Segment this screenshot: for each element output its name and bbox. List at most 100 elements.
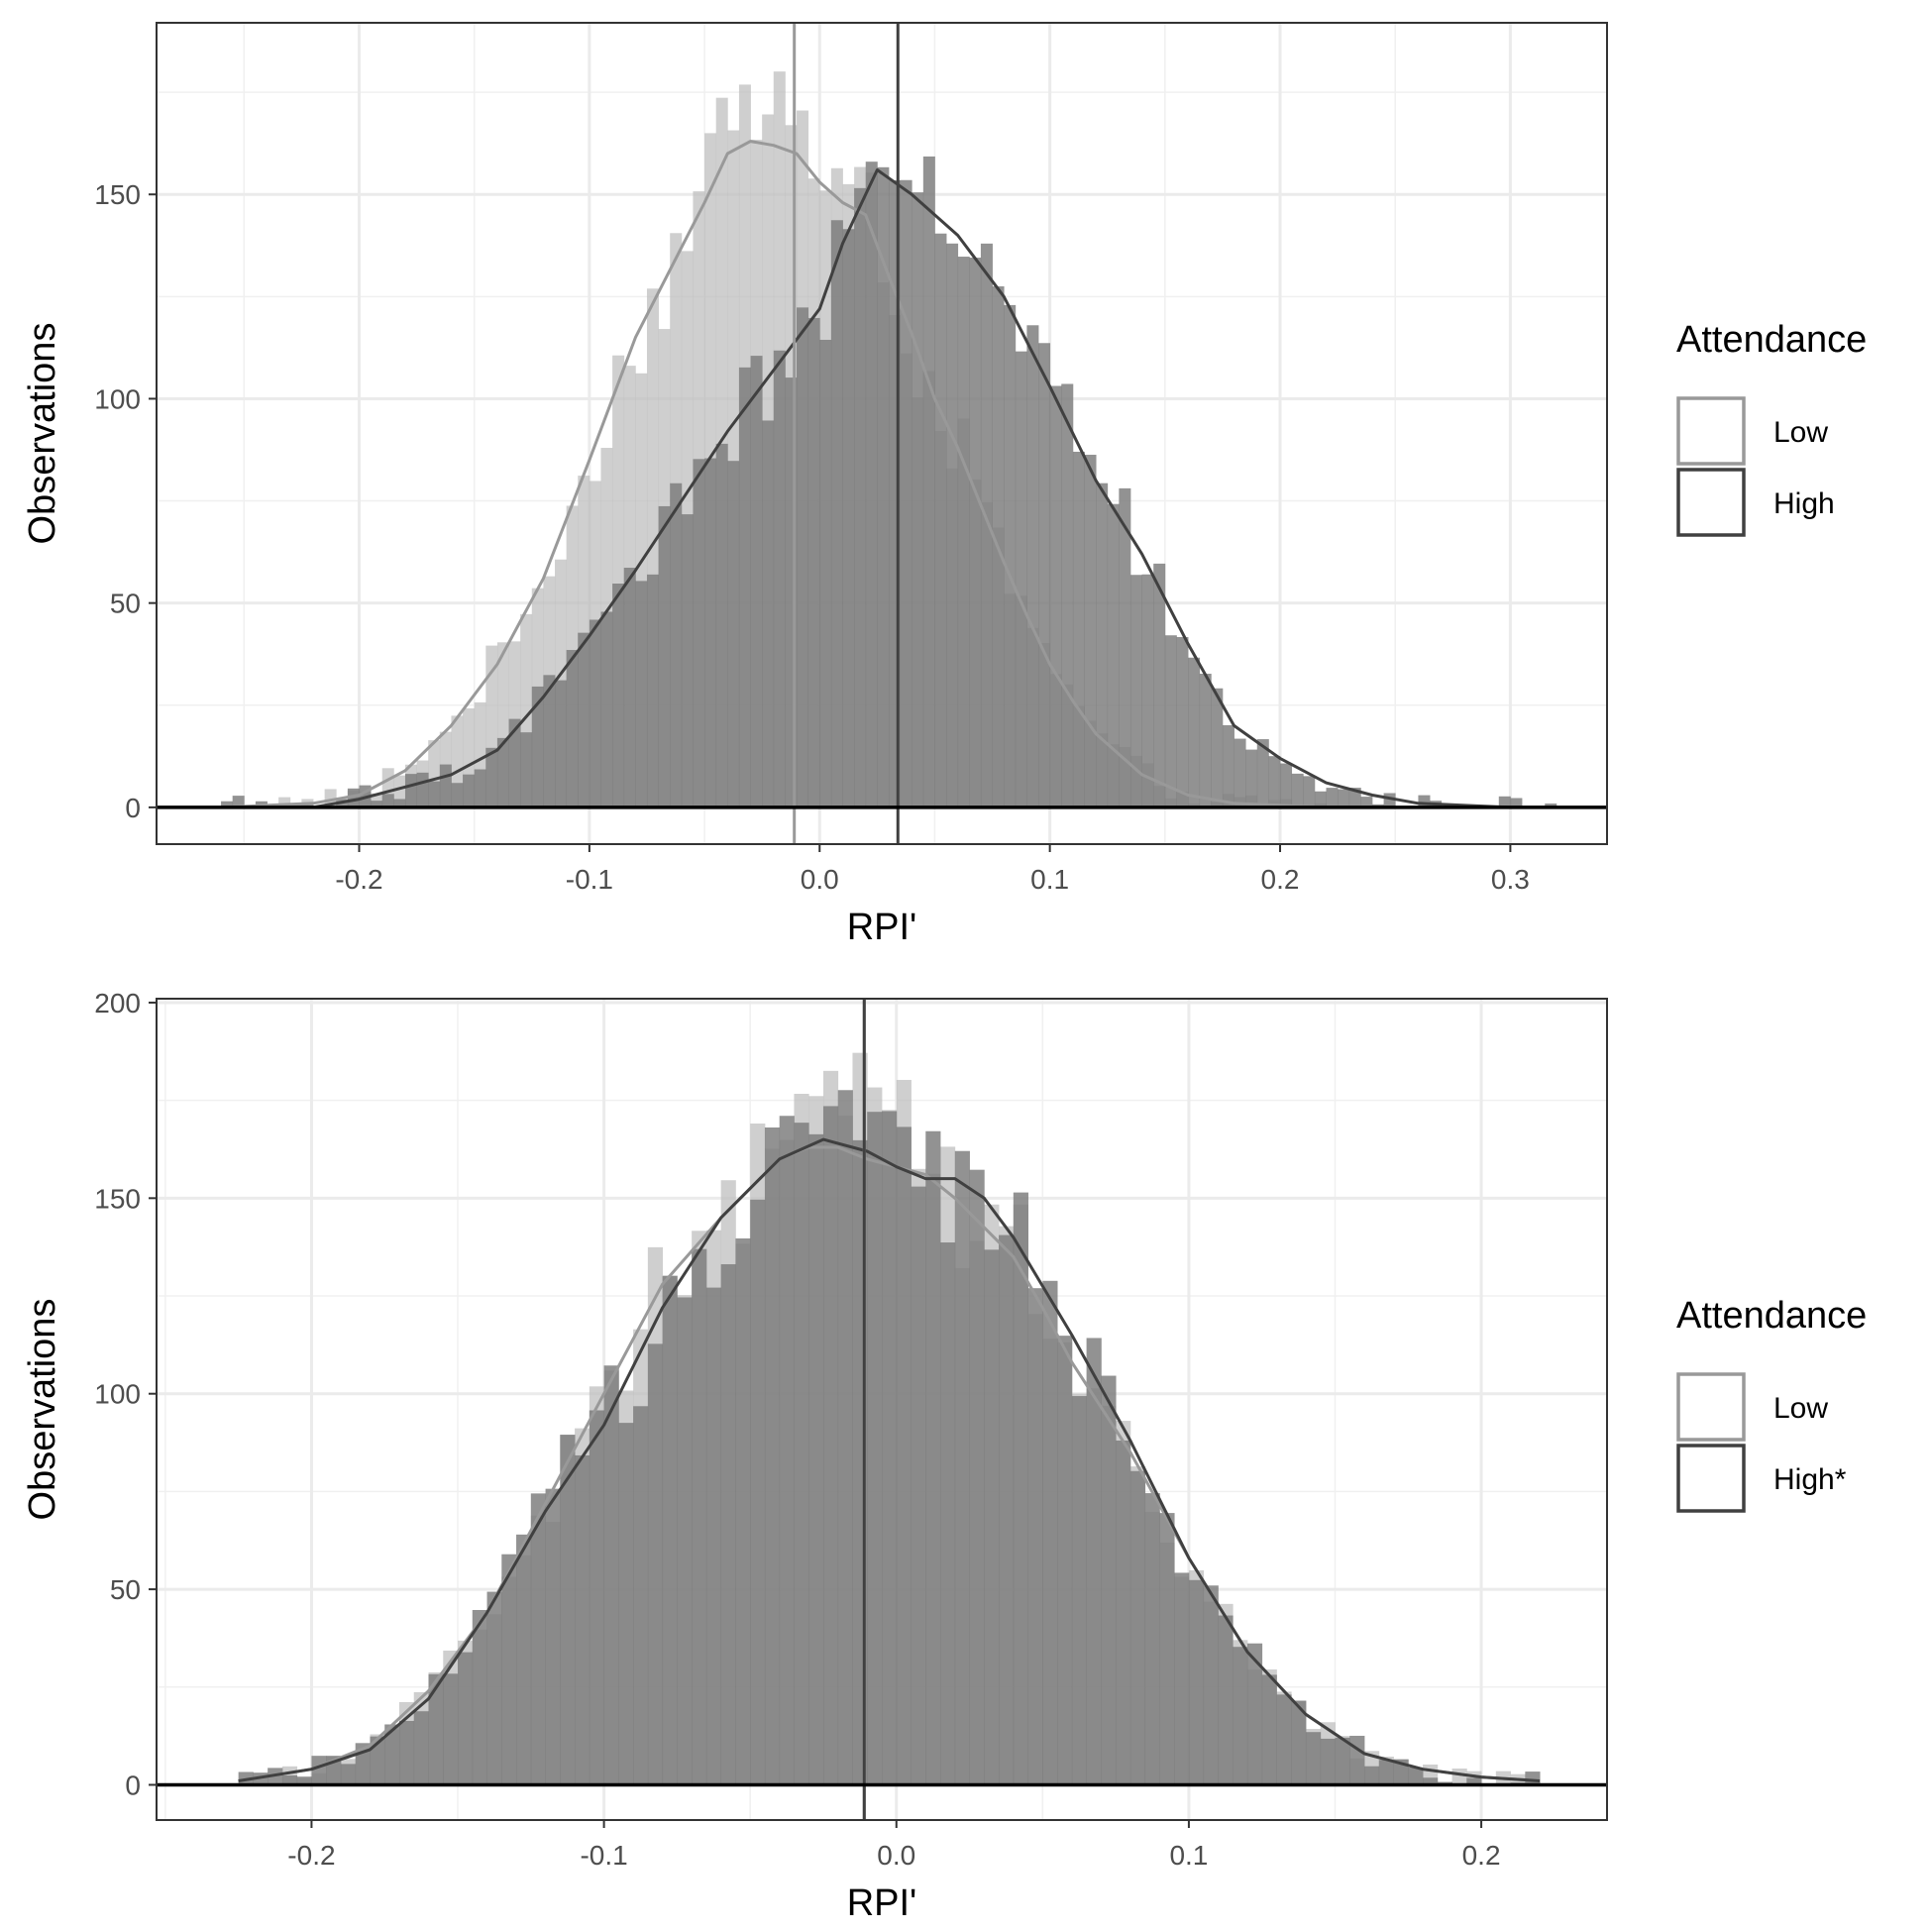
histogram-bar (1211, 688, 1224, 807)
histogram-bar (618, 1423, 634, 1785)
x-tick-label: 0.0 (801, 864, 839, 895)
y-tick-label: 150 (94, 1183, 141, 1214)
histogram-bar (670, 483, 683, 807)
histogram-bar (1071, 1396, 1088, 1785)
histogram-bar (807, 317, 820, 807)
histogram-bar (750, 1199, 766, 1785)
histogram-bar (451, 783, 464, 807)
histogram-bar (555, 680, 568, 807)
histogram-bar (1349, 1735, 1365, 1785)
histogram-bar (612, 584, 625, 807)
histogram-bar (496, 737, 509, 807)
histogram-bar (575, 1454, 590, 1785)
x-axis-title: RPI' (847, 907, 917, 948)
y-tick-label: 100 (94, 383, 141, 414)
histogram-bar (1057, 1336, 1073, 1785)
histogram-bar (1144, 1493, 1160, 1785)
top-histogram-panel: -0.2 -0.1 0.0 0.1 0.2 0.3 0 50 100 150 RPI' Observa… (22, 22, 1867, 948)
histogram-bar (486, 1591, 502, 1785)
histogram-bar (1305, 1732, 1322, 1785)
histogram-bar (934, 233, 947, 807)
histogram-bar (999, 1234, 1015, 1785)
histogram-bar (1199, 673, 1212, 807)
histogram-bar (1466, 1777, 1482, 1785)
histogram-bar (911, 1186, 926, 1785)
histogram-bar (867, 1112, 883, 1785)
histogram-bar (735, 1237, 751, 1785)
y-tick-label: 150 (94, 179, 141, 210)
histogram-bar (1245, 749, 1258, 807)
histogram-bar (837, 1090, 853, 1785)
x-axis-title: RPI' (847, 1882, 917, 1924)
histogram-bar (1291, 773, 1304, 807)
histogram-bar (984, 1249, 1000, 1785)
histogram-bar (1004, 304, 1017, 807)
density-curve-high (221, 168, 1556, 809)
histogram-bar (808, 1133, 824, 1785)
histogram-bar (1303, 776, 1316, 807)
x-tick-label: 0.0 (877, 1840, 915, 1871)
histogram-bar (1291, 1700, 1307, 1785)
bottom-histogram-panel: -0.2 -0.1 0.0 0.1 0.2 0 50 100 150 200 RPI' Observa… (22, 988, 1867, 1924)
histogram-bar (1026, 325, 1039, 807)
histogram-bar (940, 1242, 956, 1785)
histogram-bar (1061, 383, 1074, 807)
histogram-bar (347, 788, 360, 807)
histogram-bar (662, 1276, 678, 1785)
histogram-bar (381, 794, 394, 807)
histogram-bar (727, 461, 740, 807)
histogram-bar (1027, 1288, 1043, 1785)
legend-key-low (1676, 396, 1746, 466)
histogram-bar (715, 443, 728, 807)
histogram-bar (720, 1264, 736, 1785)
histogram-bar (1222, 724, 1234, 807)
histogram-bar (882, 1111, 898, 1785)
x-tick-label: -0.1 (566, 864, 613, 895)
legend-key-high (1676, 1444, 1746, 1513)
histogram-bar (764, 1127, 781, 1785)
histogram-bar (1545, 804, 1557, 807)
histogram-bar (1015, 351, 1027, 807)
y-tick-label: 200 (94, 988, 141, 1019)
histogram-bar (1101, 1375, 1117, 1785)
histogram-bar (1159, 1513, 1175, 1785)
y-tick-label: 50 (110, 1574, 141, 1605)
x-tick-label: 0.1 (1030, 864, 1069, 895)
histogram-bar (1246, 1643, 1263, 1785)
histogram-bar (1451, 1769, 1467, 1785)
histogram-bar (1174, 1572, 1190, 1785)
histogram-bar (428, 1673, 444, 1785)
histogram-bar (443, 1673, 459, 1785)
histogram-bar (1256, 739, 1269, 807)
legend-key-low (1676, 1372, 1746, 1442)
y-axis-title: Observations (22, 1299, 63, 1521)
histogram-bar (865, 161, 878, 807)
histogram-bar (1335, 1737, 1350, 1785)
histogram-bar (969, 258, 982, 807)
legend-title: Attendance (1676, 1295, 1867, 1337)
legend-title: Attendance (1676, 319, 1867, 361)
histogram-bar (969, 1169, 985, 1785)
histogram-bar (543, 675, 556, 807)
histogram-bar (1129, 575, 1142, 807)
histogram-bar (1176, 636, 1189, 807)
histogram-bar (566, 650, 579, 807)
histogram-bar (508, 718, 521, 807)
histogram-bar (520, 732, 533, 807)
histogram-bar (1072, 451, 1085, 807)
histogram-bar (954, 1150, 970, 1785)
histogram-bar (404, 774, 417, 807)
histogram-bar (589, 1410, 604, 1785)
histogram-bar (900, 179, 912, 807)
histogram-bar (946, 243, 959, 807)
histogram-bar (658, 505, 671, 807)
histogram-bar (633, 1406, 649, 1785)
histogram-bar (677, 1297, 693, 1785)
histogram-bar (1364, 1766, 1380, 1785)
histogram-bar (957, 257, 970, 807)
histogram-bar (398, 1720, 415, 1785)
legend-label: Low (1773, 416, 1828, 449)
histogram-bar (779, 1116, 795, 1785)
histogram-bar (705, 1287, 722, 1785)
histogram-bar (221, 801, 234, 807)
